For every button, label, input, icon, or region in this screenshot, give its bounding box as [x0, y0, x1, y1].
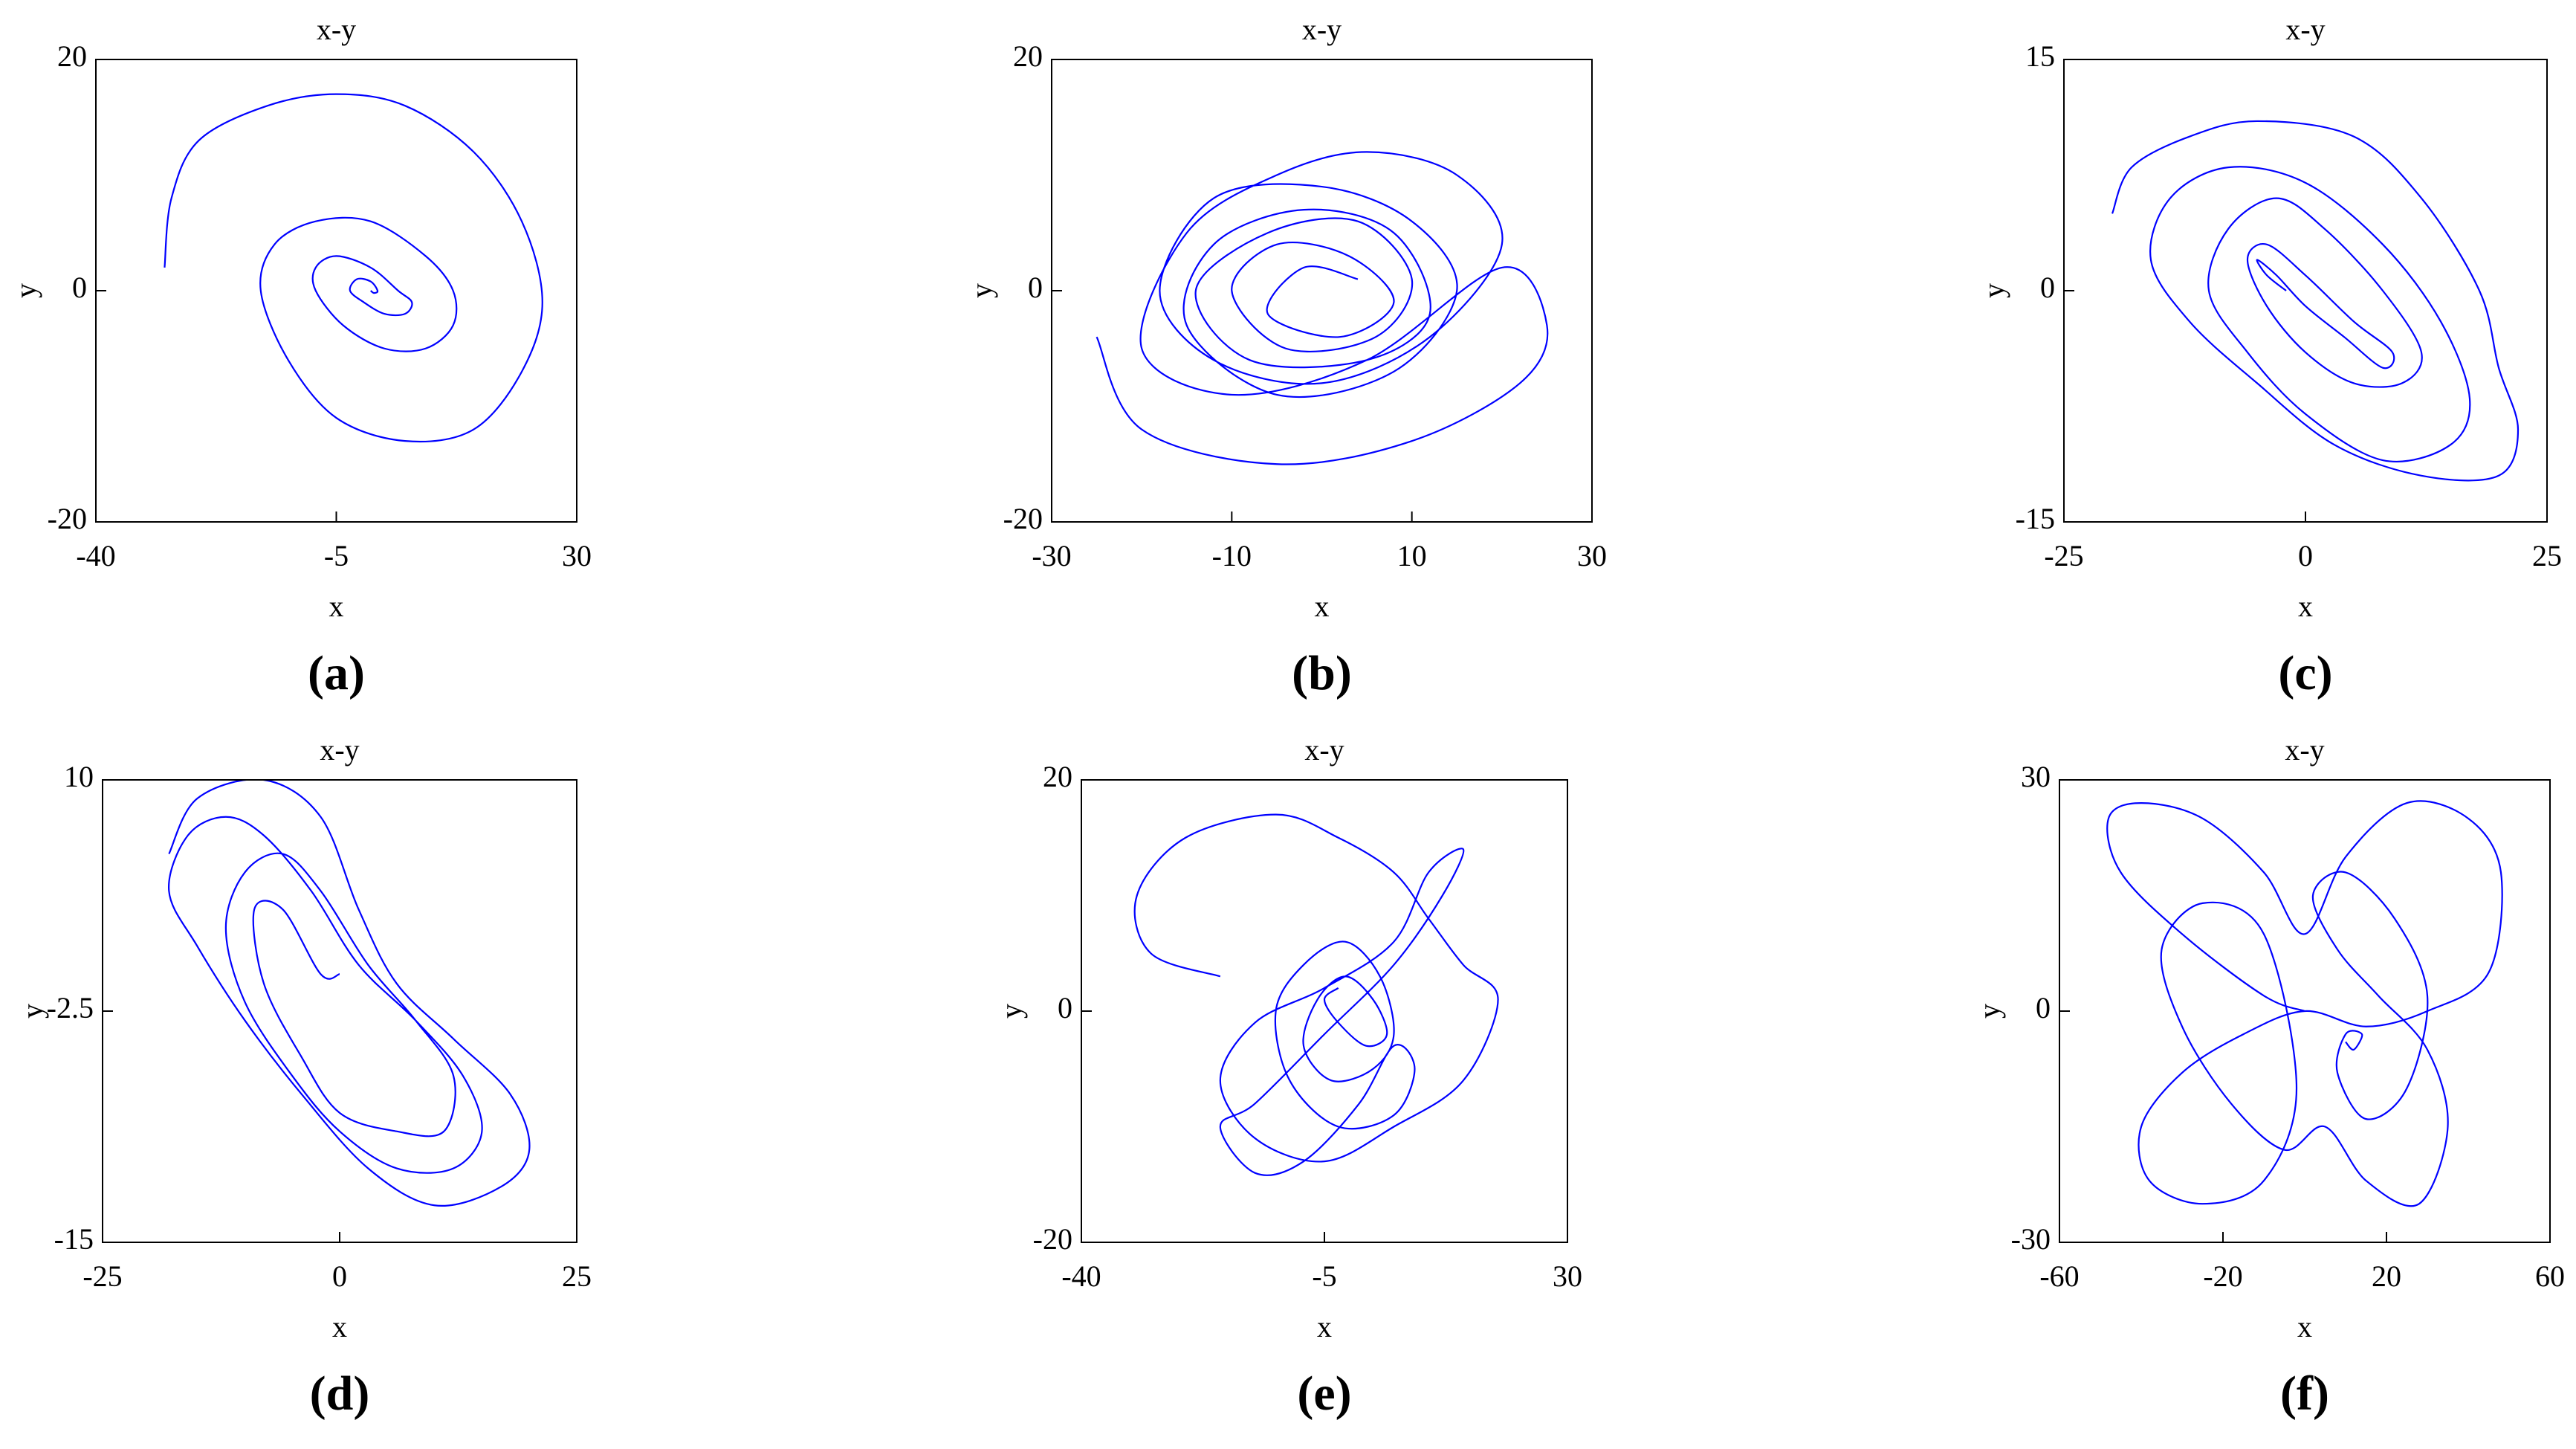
y-tick-label: -15 — [2016, 502, 2055, 535]
x-tick-label: -25 — [2044, 539, 2083, 572]
x-tick-label: 0 — [332, 1259, 347, 1293]
x-axis-label: x — [2298, 590, 2313, 623]
panel-label: (e) — [1297, 1366, 1351, 1421]
x-tick-label: -60 — [2039, 1259, 2079, 1293]
y-tick-label: -20 — [1003, 502, 1043, 535]
plot-area — [1133, 813, 1499, 1176]
x-tick-label: 10 — [1397, 539, 1427, 572]
panel-label: (b) — [1292, 646, 1352, 700]
y-tick-label: 0 — [1028, 271, 1043, 304]
y-tick-label: -15 — [54, 1222, 94, 1256]
y-axis-label: y — [9, 283, 42, 298]
x-tick-label: 30 — [562, 539, 592, 572]
y-tick-label: 20 — [1043, 760, 1072, 793]
y-tick-label: -20 — [48, 502, 87, 535]
x-tick-label: 0 — [2298, 539, 2313, 572]
plot-title: x-y — [1302, 13, 1342, 46]
plot-title: x-y — [320, 733, 359, 767]
plot-area — [168, 780, 531, 1207]
y-tick-label: 20 — [57, 39, 87, 73]
plot-title: x-y — [1304, 733, 1344, 767]
x-tick-label: -30 — [1032, 539, 1071, 572]
y-axis-label: y — [1973, 1004, 2006, 1019]
y-tick-label: 30 — [2021, 760, 2051, 793]
x-tick-label: -25 — [82, 1259, 122, 1293]
x-tick-label: 20 — [2372, 1259, 2401, 1293]
plot-area — [2106, 800, 2503, 1207]
trajectory — [2111, 120, 2520, 482]
axes-box — [95, 59, 577, 523]
panel-label: (c) — [2278, 646, 2332, 700]
y-tick-label: 10 — [64, 760, 94, 793]
x-axis-label: x — [1317, 1310, 1332, 1343]
y-tick-label: -30 — [2011, 1222, 2051, 1256]
y-axis-label: y — [16, 1004, 49, 1019]
panel: -25 0 25 -15 0 15 x-y x y (c) — [1977, 13, 2562, 700]
plot-title: x-y — [2285, 13, 2325, 46]
x-axis-label: x — [329, 590, 344, 623]
x-tick-label: 25 — [2532, 539, 2562, 572]
axes-box — [1081, 779, 1568, 1243]
y-axis-label: y — [1977, 283, 2010, 298]
trajectory — [164, 93, 543, 443]
trajectory — [1096, 151, 1549, 465]
trajectory — [168, 780, 531, 1207]
x-axis-label: x — [332, 1310, 347, 1343]
panel: -30 -10 10 30 -20 0 20 x-y x y (b) — [965, 13, 1607, 700]
trajectory — [1133, 813, 1499, 1176]
axes-box — [102, 779, 577, 1243]
x-axis-label: x — [2297, 1310, 2312, 1343]
panel: -60 -20 20 60 -30 0 30 x-y x y (f) — [1973, 733, 2565, 1421]
y-tick-label: 0 — [2040, 271, 2055, 304]
x-tick-label: -5 — [324, 539, 349, 572]
y-tick-label: 0 — [2036, 991, 2051, 1024]
plot-title: x-y — [2285, 733, 2324, 767]
panel: -25 0 25 -15 -2.5 10 x-y x y (d) — [16, 733, 592, 1421]
x-axis-label: x — [1315, 590, 1330, 623]
x-tick-label: -10 — [1212, 539, 1252, 572]
plot-area — [164, 93, 543, 443]
y-tick-label: 0 — [72, 271, 87, 304]
x-tick-label: -40 — [1061, 1259, 1101, 1293]
y-axis-label: y — [965, 283, 998, 298]
panel-label: (a) — [308, 646, 365, 700]
panel-label: (f) — [2280, 1366, 2329, 1421]
y-axis-label: y — [994, 1004, 1028, 1019]
y-tick-label: 20 — [1013, 39, 1043, 73]
panel: -40 -5 30 -20 0 20 x-y x y (a) — [9, 13, 592, 700]
plot-area — [2111, 120, 2520, 482]
plot-area — [1096, 151, 1549, 465]
axes-box — [2063, 59, 2548, 523]
plot-title: x-y — [317, 13, 356, 46]
x-tick-label: 25 — [562, 1259, 592, 1293]
panel: -40 -5 30 -20 0 20 x-y x y (e) — [994, 733, 1582, 1421]
x-tick-label: -40 — [76, 539, 115, 572]
axes-box — [1051, 59, 1593, 523]
y-tick-label: -2.5 — [47, 991, 94, 1024]
panel-label: (d) — [310, 1366, 370, 1421]
y-tick-label: 0 — [1058, 991, 1072, 1024]
y-tick-label: 15 — [2025, 39, 2055, 73]
x-tick-label: 30 — [1577, 539, 1607, 572]
x-tick-label: 30 — [1553, 1259, 1582, 1293]
y-tick-label: -20 — [1033, 1222, 1072, 1256]
x-tick-label: -5 — [1312, 1259, 1336, 1293]
trajectory — [2106, 800, 2503, 1207]
x-tick-label: 60 — [2535, 1259, 2565, 1293]
x-tick-label: -20 — [2203, 1259, 2242, 1293]
